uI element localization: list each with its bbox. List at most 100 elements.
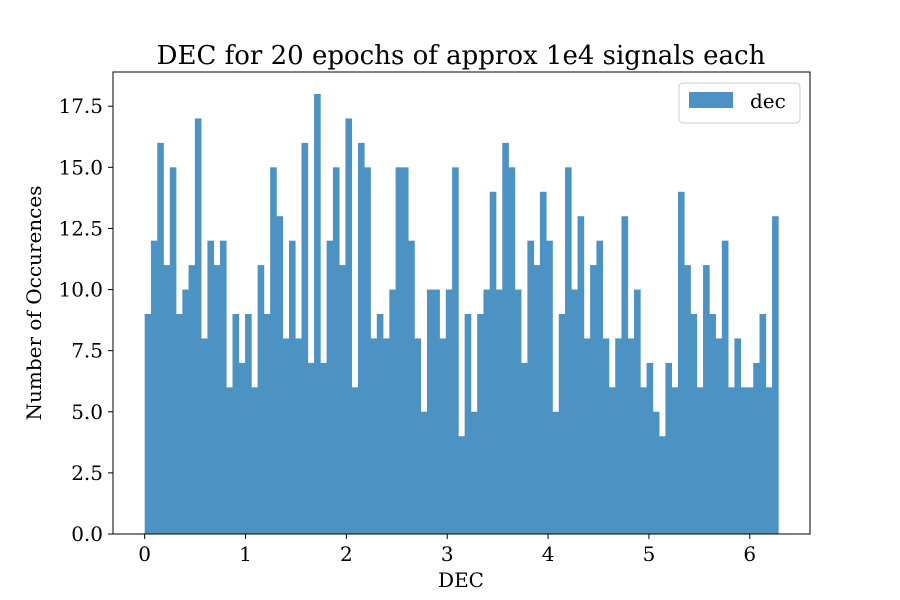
histogram-bar (489, 191, 497, 534)
histogram-bar (194, 118, 202, 534)
histogram-bar (182, 289, 189, 534)
x-tick-label: 2 (340, 542, 353, 566)
histogram-bar (665, 362, 673, 534)
histogram-bar (201, 338, 208, 534)
histogram-bar (659, 436, 666, 534)
histogram-bar (721, 240, 729, 534)
histogram-bar (188, 265, 196, 534)
y-tick-label: 0.0 (71, 522, 103, 546)
legend-swatch (689, 92, 733, 108)
histogram-bar (320, 362, 327, 534)
legend: dec (678, 82, 801, 124)
histogram-bar (150, 240, 158, 534)
x-tick-label: 1 (239, 542, 252, 566)
histogram-bar (426, 289, 434, 534)
histogram-bar (326, 240, 334, 534)
histogram-bar (357, 142, 365, 534)
histogram-bar (238, 362, 246, 534)
histogram-bar (301, 142, 309, 534)
histogram-bar (332, 167, 340, 535)
histogram-bar (295, 338, 302, 534)
histogram-bar (728, 387, 735, 534)
histogram-bar (621, 216, 629, 534)
histogram-bar (157, 142, 164, 534)
x-tick-label: 3 (441, 542, 454, 566)
histogram-bar (470, 411, 478, 534)
y-axis-ticks: 0.0 2.5 5.0 7.5 10.0 12.5 15.0 17.5 (58, 94, 113, 546)
histogram-bar (401, 167, 409, 535)
y-tick-label: 7.5 (71, 339, 103, 363)
histogram-bar (364, 167, 371, 535)
histogram-bar (282, 338, 290, 534)
histogram-bar (370, 338, 378, 534)
histogram-bar (627, 338, 635, 534)
histogram-bar (376, 314, 384, 534)
histogram-bar (715, 338, 723, 534)
histogram-bar (207, 240, 215, 534)
legend-label: dec (750, 89, 786, 113)
histogram-bar (558, 314, 566, 534)
histogram-bar (565, 167, 572, 535)
histogram-bar (496, 289, 503, 534)
y-tick-label: 2.5 (71, 461, 103, 485)
histogram-bar (690, 314, 698, 534)
histogram-bar (163, 265, 171, 534)
histogram-bar (169, 167, 177, 535)
histogram-bar (590, 265, 597, 534)
x-tick-label: 0 (138, 542, 151, 566)
histogram-bar (219, 240, 227, 534)
histogram-bar (245, 314, 252, 534)
y-tick-label: 10.0 (58, 278, 103, 302)
histogram-bar (759, 314, 767, 534)
histogram-bar (684, 265, 691, 534)
x-axis-ticks: 0 1 2 3 4 5 6 (138, 534, 756, 566)
x-tick-label: 5 (643, 542, 656, 566)
histogram-bar (433, 289, 440, 534)
histogram-bar (696, 387, 704, 534)
histogram-bar (226, 387, 233, 534)
histogram-bar (652, 411, 660, 534)
histogram-bar (251, 387, 258, 534)
histogram-bar (395, 167, 403, 535)
histogram-bar (276, 216, 284, 534)
bars-group (144, 94, 779, 535)
histogram-bar (634, 289, 641, 534)
histogram-bar (458, 436, 465, 534)
histogram-bar (546, 240, 553, 534)
histogram-bar (514, 289, 522, 534)
histogram-bar (445, 289, 453, 534)
histogram-bar (671, 387, 679, 534)
histogram-bar (502, 142, 509, 534)
y-tick-label: 12.5 (58, 216, 103, 240)
histogram-bar (257, 265, 265, 534)
chart-title: DEC for 20 epochs of approx 1e4 signals … (157, 41, 766, 71)
histogram-bar (608, 387, 616, 534)
histogram-bar (383, 338, 390, 534)
histogram-bar (439, 338, 447, 534)
histogram-bar (452, 167, 459, 535)
histogram-bar (615, 338, 622, 534)
histogram-bar (734, 338, 742, 534)
histogram-bar (596, 240, 604, 534)
histogram-bar (288, 240, 296, 534)
histogram-bar (709, 314, 716, 534)
histogram-bar (351, 387, 359, 534)
y-axis-label: Number of Occurences (22, 186, 46, 421)
histogram-bar (339, 265, 346, 534)
histogram-bar (602, 338, 610, 534)
histogram-bar (521, 362, 528, 534)
histogram-bar (307, 362, 315, 534)
histogram-bar (213, 265, 221, 534)
histogram-bar (270, 167, 277, 535)
histogram-bar (640, 387, 647, 534)
histogram-bar (703, 265, 710, 534)
histogram-bar (765, 387, 773, 534)
histogram-bar (232, 314, 240, 534)
histogram-bar (746, 387, 754, 534)
histogram-bar (539, 191, 547, 534)
histogram-bar (414, 338, 422, 534)
plot-frame (112, 71, 811, 535)
histogram-bar (389, 289, 396, 534)
histogram-bar (464, 314, 472, 534)
